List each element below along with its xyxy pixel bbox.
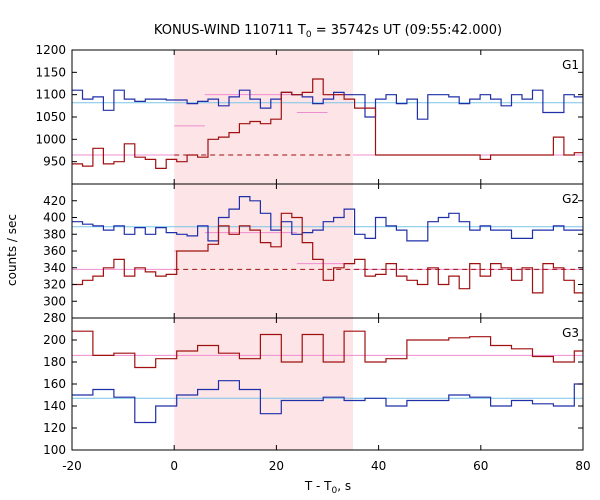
y-tick-label: 100 (43, 443, 66, 457)
y-tick-label: 280 (43, 311, 66, 325)
series-step-blue (72, 196, 583, 242)
y-tick-label: 320 (43, 278, 66, 292)
series-step-blue (72, 380, 583, 424)
y-tick-label: 1000 (35, 132, 66, 146)
chart-title: KONUS-WIND 110711 T0 = 35742s UT (09:55:… (154, 23, 502, 40)
panel-plot (72, 78, 583, 169)
y-tick-label: 160 (43, 377, 66, 391)
x-axis-label: T - T0, s (304, 479, 351, 496)
y-tick-label: 120 (43, 421, 66, 435)
panel-plot (72, 196, 583, 294)
x-tick-label: 20 (269, 459, 284, 473)
series-step-red (72, 212, 583, 294)
y-tick-label: 420 (43, 194, 66, 208)
panel-g3: 100 120 140 160 180 200 G3 (43, 317, 584, 457)
y-tick-label: 300 (43, 294, 66, 308)
y-tick-label: 380 (43, 227, 66, 241)
series-step-red (72, 330, 583, 369)
y-tick-label: 1100 (35, 88, 66, 102)
x-tick-label: -20 (62, 459, 82, 473)
y-axis-label: counts / sec (5, 214, 19, 286)
y-tick-label: 180 (43, 355, 66, 369)
y-tick-label: 140 (43, 399, 66, 413)
y-tick-label: 400 (43, 211, 66, 225)
y-tick-label: 1050 (35, 110, 66, 124)
y-tick-label: 950 (43, 155, 66, 169)
y-tick-label: 1150 (35, 65, 66, 79)
series-step-blue (72, 89, 583, 120)
panel-label: G3 (562, 326, 579, 340)
y-tick-label: 200 (43, 333, 66, 347)
panel-plot (72, 330, 583, 424)
x-tick-label: 0 (170, 459, 178, 473)
y-tick-label: 360 (43, 244, 66, 258)
y-tick-label: 1200 (35, 43, 66, 57)
plot-area: 95010001050110011501200G1280300320340360… (35, 43, 590, 473)
panel-g2: 280 300 320 340 360 380 400 420 G2 (43, 183, 584, 325)
x-tick-label: 60 (473, 459, 488, 473)
highlight-interval (174, 50, 354, 450)
series-step-red (72, 78, 583, 169)
panel-label: G1 (562, 58, 579, 72)
panel-label: G2 (562, 192, 579, 206)
y-tick-label: 340 (43, 261, 66, 275)
x-tick-label: 40 (371, 459, 386, 473)
x-tick-label: 80 (575, 459, 590, 473)
